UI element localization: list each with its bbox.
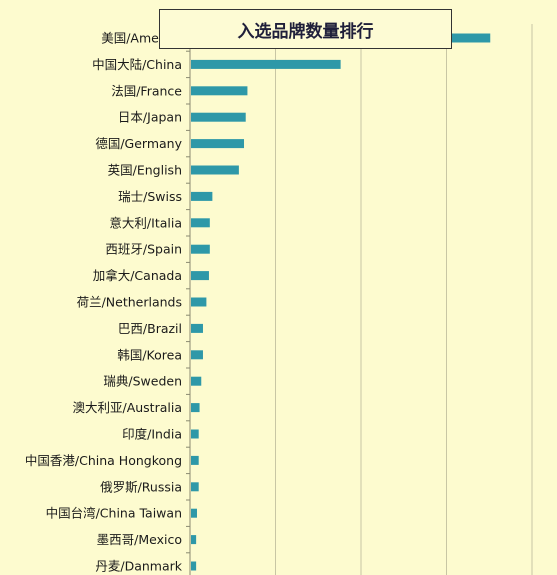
bar xyxy=(191,561,197,571)
bar xyxy=(191,218,210,228)
category-label: 德国/Germany xyxy=(95,136,182,151)
bar xyxy=(191,429,199,439)
category-label: 俄罗斯/Russia xyxy=(100,479,182,494)
bar xyxy=(191,86,248,96)
category-label: 中国大陆/China xyxy=(92,57,182,72)
category-label: 西班牙/Spain xyxy=(105,242,182,257)
category-label: 巴西/Brazil xyxy=(118,321,182,336)
chart-title: 入选品牌数量排行 xyxy=(159,9,452,49)
bar xyxy=(191,350,203,360)
category-label: 丹麦/Danmark xyxy=(95,559,182,574)
bar xyxy=(191,139,245,149)
bar xyxy=(191,165,239,175)
category-label: 瑞士/Swiss xyxy=(118,189,182,204)
category-label: 墨西哥/Mexico xyxy=(97,532,182,547)
category-label: 英国/English xyxy=(108,163,182,178)
bar xyxy=(191,482,199,492)
category-label: 澳大利亚/Australia xyxy=(72,400,182,415)
category-label: 意大利/Italia xyxy=(109,215,182,230)
category-label: 印度/India xyxy=(122,427,182,442)
category-label: 韩国/Korea xyxy=(117,347,182,362)
category-label: 中国台湾/China Taiwan xyxy=(46,506,182,521)
bar xyxy=(191,59,341,69)
bar xyxy=(191,323,203,333)
category-label: 荷兰/Netherlands xyxy=(77,295,182,310)
bar xyxy=(191,244,210,254)
bar xyxy=(191,297,207,307)
bar xyxy=(191,191,213,201)
bar xyxy=(191,376,202,386)
bar xyxy=(191,455,199,465)
category-label: 加拿大/Canada xyxy=(93,268,182,283)
bar xyxy=(191,112,246,122)
bar xyxy=(191,403,200,413)
category-label: 瑞典/Sweden xyxy=(103,374,182,389)
category-label: 日本/Japan xyxy=(118,110,182,125)
bar xyxy=(191,535,197,545)
bar xyxy=(191,508,197,518)
category-label: 中国香港/China Hongkong xyxy=(25,453,182,468)
category-label: 法国/France xyxy=(111,83,182,98)
bar xyxy=(191,271,209,281)
